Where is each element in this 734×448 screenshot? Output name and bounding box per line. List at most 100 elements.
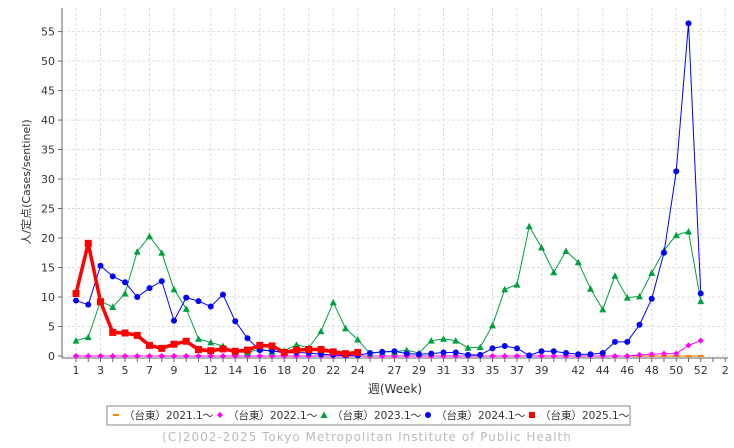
point xyxy=(195,346,202,354)
point xyxy=(85,301,92,308)
legend-marker xyxy=(113,414,119,416)
point xyxy=(219,345,227,353)
x-tick-label: 12 xyxy=(204,364,218,377)
point xyxy=(305,346,313,354)
point xyxy=(489,345,496,352)
point xyxy=(525,222,533,230)
x-tick-label: 1 xyxy=(73,364,80,377)
point xyxy=(538,348,545,355)
point xyxy=(501,353,508,359)
point xyxy=(685,355,692,357)
legend-marker xyxy=(320,411,328,418)
point xyxy=(280,348,288,356)
point xyxy=(109,328,117,336)
legend-marker xyxy=(529,412,535,418)
point xyxy=(85,353,92,359)
y-tick-label: 20 xyxy=(41,232,55,245)
x-tick-label: 5 xyxy=(122,364,129,377)
point xyxy=(623,294,631,301)
point xyxy=(317,346,325,354)
point xyxy=(697,337,704,344)
point xyxy=(329,298,337,306)
legend-label: （台東）2023.1～ xyxy=(332,409,422,422)
point xyxy=(207,347,215,355)
point xyxy=(109,273,116,280)
legend xyxy=(106,405,631,426)
x-tick-label: 46 xyxy=(620,364,634,377)
x-tick-label: 27 xyxy=(388,364,402,377)
point xyxy=(367,350,373,357)
point xyxy=(146,341,153,349)
point xyxy=(182,305,190,312)
point xyxy=(232,318,239,325)
point xyxy=(526,352,533,359)
y-tick-label: 0 xyxy=(48,350,55,363)
point xyxy=(587,285,594,292)
point xyxy=(220,353,226,359)
x-tick-label: 22 xyxy=(326,364,340,377)
point xyxy=(550,353,557,359)
series-line xyxy=(75,23,702,356)
point xyxy=(133,331,141,339)
point xyxy=(256,353,263,359)
point xyxy=(97,262,104,269)
point xyxy=(403,350,410,357)
point xyxy=(73,297,79,304)
y-tick-label: 5 xyxy=(48,321,55,334)
point xyxy=(611,272,619,279)
point xyxy=(673,168,680,175)
point xyxy=(489,321,496,329)
x-tick-label: 3 xyxy=(97,364,104,377)
y-tick-label: 15 xyxy=(41,262,55,275)
point xyxy=(636,292,643,300)
point xyxy=(134,353,141,359)
point xyxy=(171,353,177,359)
x-tick-label: 52 xyxy=(694,364,708,377)
point xyxy=(171,317,177,324)
point xyxy=(379,348,386,355)
y-tick-label: 35 xyxy=(41,144,55,157)
x-tick-label: 20 xyxy=(302,364,316,377)
point xyxy=(574,258,582,266)
point xyxy=(354,348,362,356)
point xyxy=(575,351,582,358)
point xyxy=(170,285,178,293)
point xyxy=(195,335,202,342)
point xyxy=(697,355,704,357)
point xyxy=(342,350,349,358)
point xyxy=(207,353,214,359)
point xyxy=(170,340,178,348)
x-tick-label: 37 xyxy=(510,364,524,377)
point xyxy=(391,348,398,355)
point xyxy=(293,346,300,354)
point xyxy=(121,329,129,337)
point xyxy=(158,353,165,359)
point xyxy=(612,338,618,345)
point xyxy=(648,295,655,302)
point xyxy=(477,351,484,358)
point xyxy=(514,345,520,352)
legend-label: （台東）2025.1～ xyxy=(540,409,630,422)
point xyxy=(183,353,190,359)
point xyxy=(685,228,692,235)
point xyxy=(317,327,325,335)
point xyxy=(84,239,92,247)
point xyxy=(672,231,680,239)
point xyxy=(648,269,656,276)
x-tick-label: 9 xyxy=(171,364,178,377)
point xyxy=(207,303,214,310)
point xyxy=(538,353,545,359)
x-tick-label: 48 xyxy=(645,364,659,377)
point xyxy=(624,338,631,345)
point xyxy=(195,353,202,359)
point xyxy=(624,353,631,359)
point xyxy=(464,344,472,351)
point xyxy=(550,348,557,355)
point xyxy=(97,353,104,359)
point xyxy=(550,268,558,276)
point xyxy=(158,344,166,352)
point xyxy=(648,351,655,358)
point xyxy=(563,350,569,357)
point xyxy=(121,289,129,297)
y-tick-label: 55 xyxy=(41,26,55,39)
